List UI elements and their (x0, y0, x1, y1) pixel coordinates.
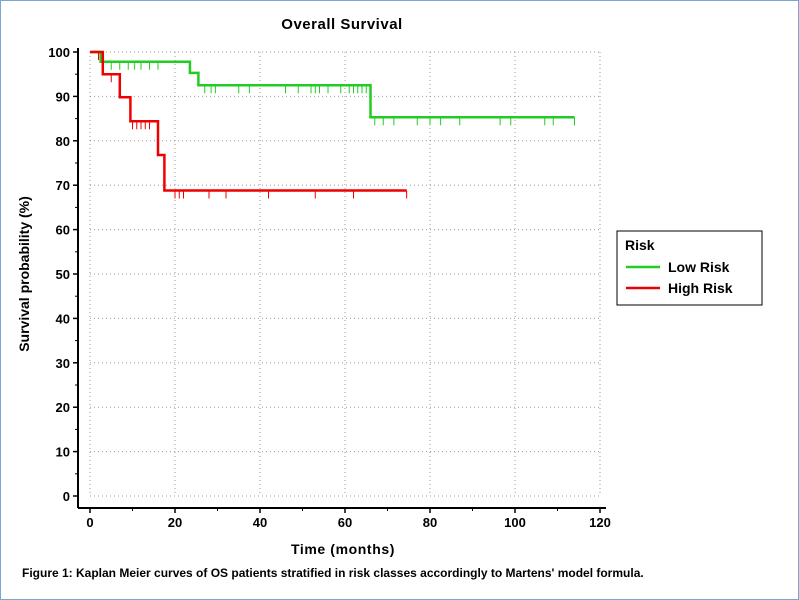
axes (77, 48, 606, 509)
x-tick-label: 80 (423, 515, 437, 530)
y-tick-label: 20 (56, 400, 70, 415)
legend-label-high-risk: High Risk (668, 280, 733, 296)
y-tick-label: 50 (56, 267, 70, 282)
curve-low-risk (90, 50, 575, 119)
legend-label-low-risk: Low Risk (668, 259, 730, 275)
x-axis-label: Time (months) (291, 541, 395, 557)
y-tick-label: 70 (56, 178, 70, 193)
legend-title: Risk (625, 237, 655, 253)
x-tick-label: 60 (338, 515, 352, 530)
x-tick-label: 100 (504, 515, 526, 530)
x-tick-label: 20 (168, 515, 182, 530)
x-tick-label: 120 (589, 515, 611, 530)
y-tick-label: 0 (63, 489, 70, 504)
y-tick-label: 10 (56, 445, 70, 460)
x-axis-ticks: 0 20 40 60 80 100 120 (86, 508, 611, 530)
x-tick-label: 40 (253, 515, 267, 530)
curve-high-risk (90, 50, 407, 192)
y-tick-label: 30 (56, 356, 70, 371)
y-tick-label: 90 (56, 89, 70, 104)
x-tick-label: 0 (86, 515, 93, 530)
survival-curves (90, 50, 575, 199)
y-tick-label: 100 (48, 45, 70, 60)
y-axis-ticks: 0 10 20 30 40 50 60 70 80 90 100 (48, 45, 78, 504)
legend: Risk Low Risk High Risk (616, 230, 763, 306)
chart-title: Overall Survival (281, 16, 402, 33)
grid-lines (89, 51, 601, 497)
y-tick-label: 60 (56, 223, 70, 238)
y-tick-label: 80 (56, 134, 70, 149)
figure-caption: Figure 1: Kaplan Meier curves of OS pati… (22, 566, 644, 580)
y-axis-label: Survival probability (%) (16, 196, 32, 352)
y-tick-label: 40 (56, 311, 70, 326)
